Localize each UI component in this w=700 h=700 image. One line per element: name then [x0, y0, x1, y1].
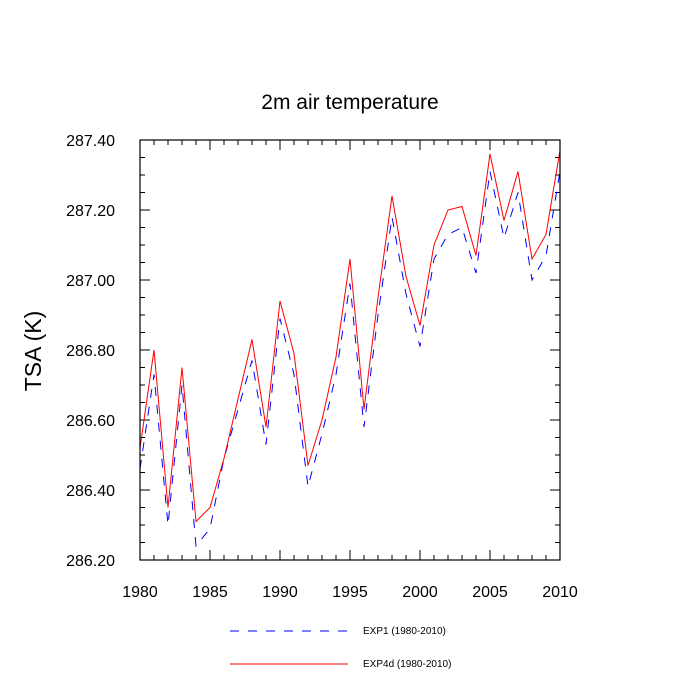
x-tick-label: 2005: [472, 584, 508, 601]
plot-frame: [139, 139, 561, 561]
x-tick-label: 1995: [332, 584, 368, 601]
x-tick-label: 1990: [262, 584, 298, 601]
x-tick-label: 1980: [122, 584, 158, 601]
series-lines: [139, 150, 561, 548]
y-tick-label: 287.00: [66, 273, 115, 290]
y-tick-label: 287.20: [66, 203, 115, 220]
x-tick-label: 1985: [192, 584, 228, 601]
series-line-exp4d: [139, 150, 561, 523]
legend-label-exp1: EXP1 (1980-2010): [363, 626, 446, 637]
y-tick-label: 287.40: [66, 133, 115, 150]
y-axis-label: TSA (K): [20, 311, 46, 392]
y-tick-label: 286.80: [66, 343, 115, 360]
chart-title: 2m air temperature: [261, 91, 438, 114]
y-tick-label: 286.60: [66, 413, 115, 430]
axis-ticks: 1980 1985 1990 1995 2000 2005 2010 286.20 286.40…: [66, 133, 578, 601]
x-tick-label: 2010: [542, 584, 578, 601]
series-line-exp1: [139, 171, 561, 548]
legend: EXP1 (1980-2010) EXP4d (1980-2010): [230, 626, 451, 670]
legend-label-exp4d: EXP4d (1980-2010): [363, 659, 451, 670]
x-tick-label: 2000: [402, 584, 438, 601]
y-tick-label: 286.20: [66, 553, 115, 570]
y-tick-label: 286.40: [66, 483, 115, 500]
